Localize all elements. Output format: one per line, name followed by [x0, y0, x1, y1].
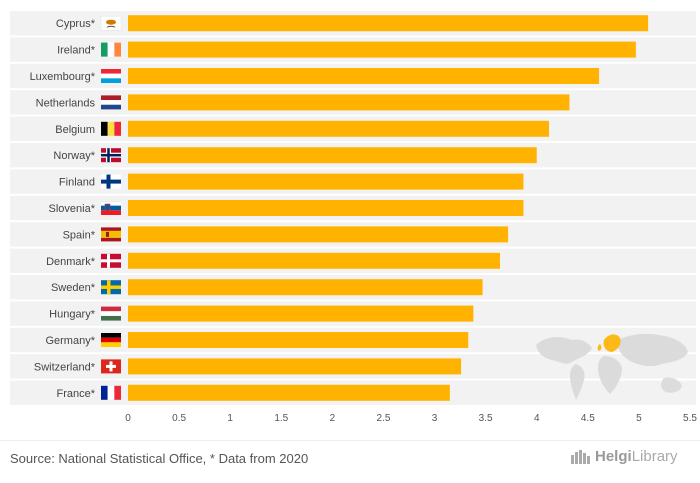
- x-tick-label: 3: [432, 413, 438, 424]
- category-label: Hungary*: [49, 309, 96, 321]
- brand-name-left: Helgi: [595, 448, 632, 465]
- category-label: Denmark*: [46, 256, 96, 268]
- sweden-flag-icon: [101, 280, 121, 295]
- bars: [128, 15, 649, 401]
- category-label: Spain*: [63, 229, 96, 241]
- bar[interactable]: [128, 68, 600, 84]
- category-label: Luxembourg*: [30, 71, 96, 83]
- bar[interactable]: [128, 41, 636, 58]
- ireland-flag-icon: [101, 42, 121, 57]
- bar[interactable]: [128, 305, 474, 322]
- bar[interactable]: [128, 252, 500, 269]
- world-map-icon: [536, 333, 688, 400]
- x-tick-label: 5: [636, 413, 642, 424]
- x-axis-ticks: 0 0.5 1 1.5 2 2.5 3 3.5 4 4.5 5 5.5: [125, 413, 697, 424]
- bar[interactable]: [128, 120, 549, 137]
- bar[interactable]: [128, 173, 524, 190]
- finland-flag-icon: [101, 174, 121, 189]
- bar[interactable]: [128, 200, 524, 216]
- category-label: Sweden*: [51, 282, 96, 294]
- bar[interactable]: [128, 226, 509, 243]
- source-note: Source: National Statistical Office, * D…: [10, 451, 309, 466]
- bar[interactable]: [128, 279, 483, 296]
- bar-chart: Cyprus* Ireland* Luxembourg* Netherlands Bel…: [10, 11, 697, 424]
- spain-flag-icon: [101, 227, 121, 242]
- x-tick-label: 0.5: [172, 413, 186, 424]
- category-label: Belgium: [55, 124, 95, 136]
- category-label: Slovenia*: [49, 203, 96, 215]
- brand-name-right: Library: [631, 448, 678, 465]
- category-label: France*: [56, 388, 95, 400]
- bar[interactable]: [128, 332, 469, 348]
- footer-divider: [0, 440, 700, 441]
- category-label: Norway*: [53, 150, 95, 162]
- category-label: Netherlands: [36, 97, 96, 109]
- x-tick-label: 4.5: [581, 413, 595, 424]
- brand-logo[interactable]: HelgiLibrary: [570, 448, 678, 465]
- x-tick-label: 2.5: [377, 413, 391, 424]
- flags: [100, 15, 122, 400]
- bar[interactable]: [128, 358, 462, 375]
- category-label: Finland: [59, 177, 95, 189]
- norway-flag-icon: [101, 148, 121, 163]
- bar[interactable]: [128, 15, 649, 32]
- france-flag-icon: [101, 385, 121, 400]
- category-label: Switzerland*: [34, 361, 96, 373]
- bar[interactable]: [128, 384, 450, 401]
- bar[interactable]: [128, 147, 537, 164]
- x-tick-label: 5.5: [683, 413, 697, 424]
- x-tick-label: 4: [534, 413, 540, 424]
- x-tick-label: 1: [227, 413, 233, 424]
- belgium-flag-icon: [101, 121, 121, 136]
- category-label: Cyprus*: [56, 18, 96, 30]
- bar[interactable]: [128, 94, 570, 111]
- x-tick-label: 1.5: [274, 413, 288, 424]
- hungary-flag-icon: [101, 306, 121, 321]
- category-labels: Cyprus* Ireland* Luxembourg* Netherlands Bel…: [30, 18, 96, 400]
- x-tick-label: 2: [330, 413, 336, 424]
- denmark-flag-icon: [101, 253, 121, 268]
- slovenia-flag-icon: [101, 201, 121, 215]
- category-label: Ireland*: [57, 45, 96, 57]
- germany-flag-icon: [101, 333, 121, 347]
- cyprus-flag-icon: [100, 15, 122, 31]
- netherlands-flag-icon: [101, 95, 121, 110]
- x-tick-label: 3.5: [479, 413, 493, 424]
- luxembourg-flag-icon: [101, 69, 121, 83]
- x-tick-label: 0: [125, 413, 131, 424]
- switzerland-flag-icon: [101, 359, 121, 374]
- category-label: Germany*: [45, 335, 95, 347]
- library-icon: [571, 449, 590, 464]
